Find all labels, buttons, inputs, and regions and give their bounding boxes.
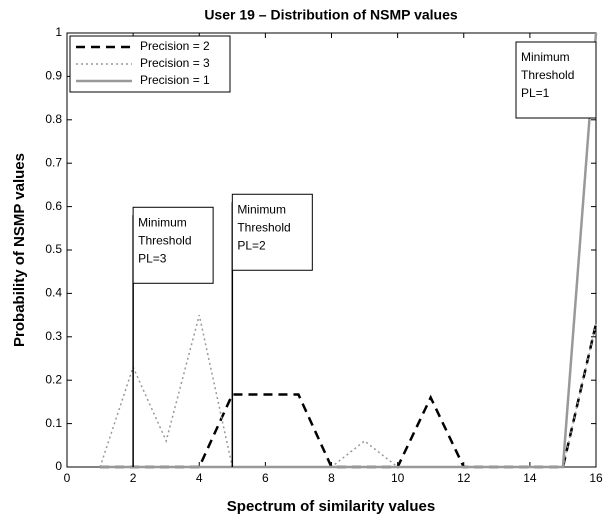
annotation-text: Minimum	[138, 215, 187, 229]
annotation-text: Minimum	[237, 202, 286, 216]
x-tick-label: 6	[262, 471, 269, 485]
x-tick-label: 8	[328, 471, 335, 485]
x-tick-label: 2	[130, 471, 137, 485]
x-tick-label: 10	[391, 471, 405, 485]
annotation-text: Minimum	[521, 50, 570, 64]
x-tick-label: 16	[589, 471, 603, 485]
y-tick-label: 0.3	[45, 329, 62, 343]
y-tick-label: 0.2	[45, 372, 62, 386]
y-tick-label: 0.9	[45, 69, 62, 83]
annotation-box	[231, 193, 313, 271]
annotation-text: PL=1	[521, 86, 550, 100]
annotation-text: Threshold	[138, 233, 191, 247]
y-tick-label: 0.6	[45, 199, 62, 213]
annotation-text: PL=2	[237, 238, 266, 252]
x-axis-label: Spectrum of similarity values	[227, 498, 435, 515]
legend-label: Precision = 3	[140, 56, 210, 70]
x-tick-label: 4	[196, 471, 203, 485]
y-tick-label: 0.1	[45, 416, 62, 430]
legend-label: Precision = 2	[140, 39, 210, 53]
y-tick-label: 0.8	[45, 112, 62, 126]
x-tick-label: 14	[523, 471, 537, 485]
annotation-text: Threshold	[237, 220, 290, 234]
y-tick-label: 0.7	[45, 155, 62, 169]
annotation-box	[515, 41, 597, 119]
x-tick-label: 12	[457, 471, 471, 485]
x-tick-label: 0	[64, 471, 71, 485]
annotation-box	[132, 206, 214, 284]
y-tick-label: 0.4	[45, 286, 62, 300]
y-tick-label: 0	[55, 459, 62, 473]
annotation-text: Threshold	[521, 68, 574, 82]
y-tick-label: 1	[55, 25, 62, 39]
y-tick-label: 0.5	[45, 242, 62, 256]
chart-title: User 19 – Distribution of NSMP values	[204, 7, 458, 23]
annotation-text: PL=3	[138, 251, 167, 265]
series-line	[100, 32, 598, 469]
legend-label: Precision = 1	[140, 73, 210, 87]
y-axis-label: Probability of NSMP values	[11, 153, 28, 347]
